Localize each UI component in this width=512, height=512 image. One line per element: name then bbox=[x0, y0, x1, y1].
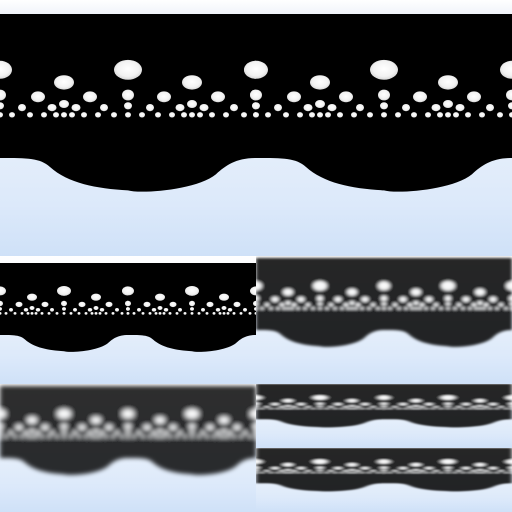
mip-0-tile bbox=[0, 0, 512, 256]
mip-4-tile bbox=[256, 384, 512, 448]
mip-2-tile bbox=[256, 256, 512, 384]
mip-3-tile bbox=[0, 384, 256, 512]
mip-1-tile bbox=[0, 256, 256, 384]
mip-5-tile bbox=[256, 448, 512, 512]
